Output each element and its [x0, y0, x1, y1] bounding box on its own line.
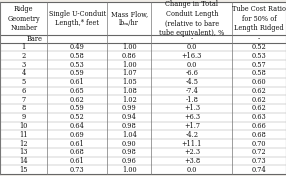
Text: +1.7: +1.7: [184, 122, 200, 130]
Text: 0.68: 0.68: [252, 131, 267, 139]
Text: 8: 8: [21, 104, 26, 112]
Text: 0.53: 0.53: [70, 61, 85, 69]
Text: +1.3: +1.3: [184, 104, 200, 112]
Text: 1.00: 1.00: [122, 166, 136, 174]
Text: -7.4: -7.4: [186, 87, 198, 95]
Text: +3.8: +3.8: [184, 157, 200, 165]
Text: 0.53: 0.53: [252, 52, 267, 60]
Text: 0.98: 0.98: [122, 122, 137, 130]
Text: 0.0: 0.0: [187, 43, 197, 51]
Text: 0.62: 0.62: [252, 87, 267, 95]
Text: +2.3: +2.3: [184, 148, 200, 156]
Text: 0.61: 0.61: [70, 78, 85, 86]
Text: 0.62: 0.62: [70, 96, 85, 104]
Text: 0.64: 0.64: [70, 122, 85, 130]
Text: 0.94: 0.94: [122, 113, 137, 121]
Text: 0.73: 0.73: [70, 166, 85, 174]
Text: 0.65: 0.65: [70, 87, 85, 95]
Text: 0.99: 0.99: [122, 104, 137, 112]
Text: 0.59: 0.59: [70, 69, 85, 77]
Text: +11.1: +11.1: [182, 140, 202, 147]
Text: 0.70: 0.70: [252, 140, 267, 147]
Text: 0.58: 0.58: [252, 69, 267, 77]
Text: 0.58: 0.58: [70, 52, 85, 60]
Text: 0.68: 0.68: [70, 148, 85, 156]
Text: Mass Flow,
lbₘ/hr: Mass Flow, lbₘ/hr: [111, 10, 148, 27]
Text: 0.57: 0.57: [252, 61, 267, 69]
Text: 11: 11: [19, 131, 28, 139]
Text: 0.72: 0.72: [252, 148, 267, 156]
Text: 1: 1: [21, 43, 26, 51]
Text: 2: 2: [21, 52, 26, 60]
Text: 0.96: 0.96: [122, 157, 137, 165]
Text: -4.5: -4.5: [185, 78, 198, 86]
Text: Single U-Conduit
Length,* feet: Single U-Conduit Length,* feet: [49, 10, 106, 27]
Text: 10: 10: [19, 122, 28, 130]
Text: 4: 4: [21, 69, 26, 77]
Text: 0.69: 0.69: [70, 131, 85, 139]
Text: 5: 5: [21, 78, 26, 86]
Text: Tube Cost Ratio
for 50% of
Length Ridged: Tube Cost Ratio for 50% of Length Ridged: [232, 5, 286, 32]
Text: -: -: [258, 35, 260, 43]
Text: 6: 6: [21, 87, 26, 95]
Text: 1.07: 1.07: [122, 69, 136, 77]
Text: 0.62: 0.62: [252, 104, 267, 112]
Text: 0.0: 0.0: [187, 61, 197, 69]
Text: -4.2: -4.2: [185, 131, 198, 139]
Text: 0.66: 0.66: [252, 122, 267, 130]
Text: +16.3: +16.3: [182, 52, 202, 60]
Text: 0.49: 0.49: [70, 43, 85, 51]
Text: 1.00: 1.00: [122, 61, 136, 69]
Text: 0.61: 0.61: [70, 157, 85, 165]
Text: 3: 3: [21, 61, 26, 69]
Text: 0.52: 0.52: [70, 113, 85, 121]
Text: 1.05: 1.05: [122, 78, 137, 86]
Text: 0.73: 0.73: [252, 157, 267, 165]
Text: 1.04: 1.04: [122, 131, 137, 139]
Text: Bare: Bare: [27, 35, 43, 43]
Text: 1.02: 1.02: [122, 96, 137, 104]
Text: -: -: [191, 35, 193, 43]
Text: -6.6: -6.6: [186, 69, 198, 77]
Text: 12: 12: [19, 140, 28, 147]
Text: 0.74: 0.74: [252, 166, 267, 174]
Text: 13: 13: [19, 148, 28, 156]
Text: +6.3: +6.3: [184, 113, 200, 121]
Text: 9: 9: [21, 113, 26, 121]
Text: 1.08: 1.08: [122, 87, 137, 95]
Text: 0.90: 0.90: [122, 140, 136, 147]
Text: 0.63: 0.63: [252, 113, 267, 121]
Text: Change in Total
Conduit Length
(relative to bare
tube equivalent), %: Change in Total Conduit Length (relative…: [159, 0, 225, 37]
Text: 0.0: 0.0: [187, 166, 197, 174]
Text: 1.00: 1.00: [122, 43, 136, 51]
Text: 0.62: 0.62: [252, 96, 267, 104]
Text: 0.60: 0.60: [252, 78, 267, 86]
Text: 0.98: 0.98: [122, 148, 137, 156]
Text: 0.59: 0.59: [70, 104, 85, 112]
Text: 15: 15: [19, 166, 28, 174]
Text: 0.86: 0.86: [122, 52, 137, 60]
Text: -1.8: -1.8: [186, 96, 198, 104]
Text: Ridge
Geometry
Number: Ridge Geometry Number: [7, 5, 40, 32]
Text: 14: 14: [19, 157, 28, 165]
Text: 0.52: 0.52: [252, 43, 267, 51]
Text: 0.61: 0.61: [70, 140, 85, 147]
Text: 7: 7: [22, 96, 26, 104]
